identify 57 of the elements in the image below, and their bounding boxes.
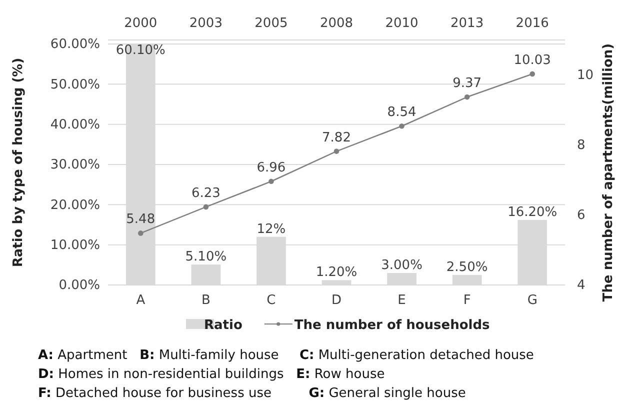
y-tick-label: 50.00% xyxy=(50,77,100,92)
point xyxy=(399,123,404,129)
bar xyxy=(452,274,482,285)
data-label: 5.48 xyxy=(126,212,156,228)
data-label: 60.10% xyxy=(116,43,166,58)
data-label: 5.10% xyxy=(185,250,227,265)
text: D: Homes in non-residential buildings E: Row house xyxy=(38,367,385,382)
text: 2010 xyxy=(385,16,418,31)
bar xyxy=(387,272,416,285)
x-tick-label: B xyxy=(201,293,210,308)
point xyxy=(268,178,274,184)
point xyxy=(530,71,536,77)
legend-label: The number of households xyxy=(294,318,490,333)
y2-tick-label: 10 xyxy=(577,68,594,84)
bar xyxy=(191,264,221,285)
y-tick-label: 40.00% xyxy=(50,118,100,133)
data-label: 8.54 xyxy=(387,105,416,120)
text: 2008 xyxy=(320,16,354,31)
x-tick-label: G xyxy=(527,293,538,308)
point xyxy=(138,230,144,236)
data-label: 7.82 xyxy=(322,130,351,146)
y-tick-label: 30.00% xyxy=(50,158,100,173)
text: 2005 xyxy=(254,16,288,31)
text: 2016 xyxy=(516,16,549,31)
text: 2013 xyxy=(450,16,484,31)
x-tick-label: E xyxy=(398,293,406,308)
y-tick-label: 0.00% xyxy=(58,278,100,294)
data-label: 1.20% xyxy=(316,265,358,280)
x-tick-label: C xyxy=(266,293,276,308)
y2-axis-title: The number of apartments(million) xyxy=(601,43,616,302)
y-tick-label: 20.00% xyxy=(50,198,100,213)
y2-tick-label: 8 xyxy=(577,138,586,154)
point xyxy=(334,148,340,154)
y-axis-title: Ratio by type of housing (%) xyxy=(11,58,26,268)
text: 2003 xyxy=(189,16,222,31)
x-tick-label: A xyxy=(136,293,146,308)
text: 2000 xyxy=(124,16,158,31)
bar xyxy=(322,280,352,285)
data-label: 3.00% xyxy=(381,258,422,273)
text: A: Apartment B: Multi-family house C: Multi-generation detached house xyxy=(38,348,534,363)
y2-tick-label: 4 xyxy=(577,278,586,294)
data-label: 9.37 xyxy=(452,76,482,92)
point xyxy=(464,94,470,100)
point xyxy=(203,204,209,210)
data-label: 2.50% xyxy=(446,260,488,275)
data-label: 10.03 xyxy=(514,52,551,68)
data-label: 6.23 xyxy=(191,186,220,201)
data-label: 6.96 xyxy=(256,160,286,176)
data-label: 12% xyxy=(256,222,286,237)
y-tick-label: 10.00% xyxy=(50,238,100,253)
data-label: 16.20% xyxy=(508,204,558,220)
y2-tick-label: 6 xyxy=(577,208,586,224)
x-tick-label: D xyxy=(331,293,342,308)
text: F: Detached house for business use G: General single house xyxy=(38,386,466,401)
x-tick-label: F xyxy=(463,293,471,308)
text: Ratio xyxy=(204,318,242,333)
y-tick-label: 60.00% xyxy=(50,37,100,52)
